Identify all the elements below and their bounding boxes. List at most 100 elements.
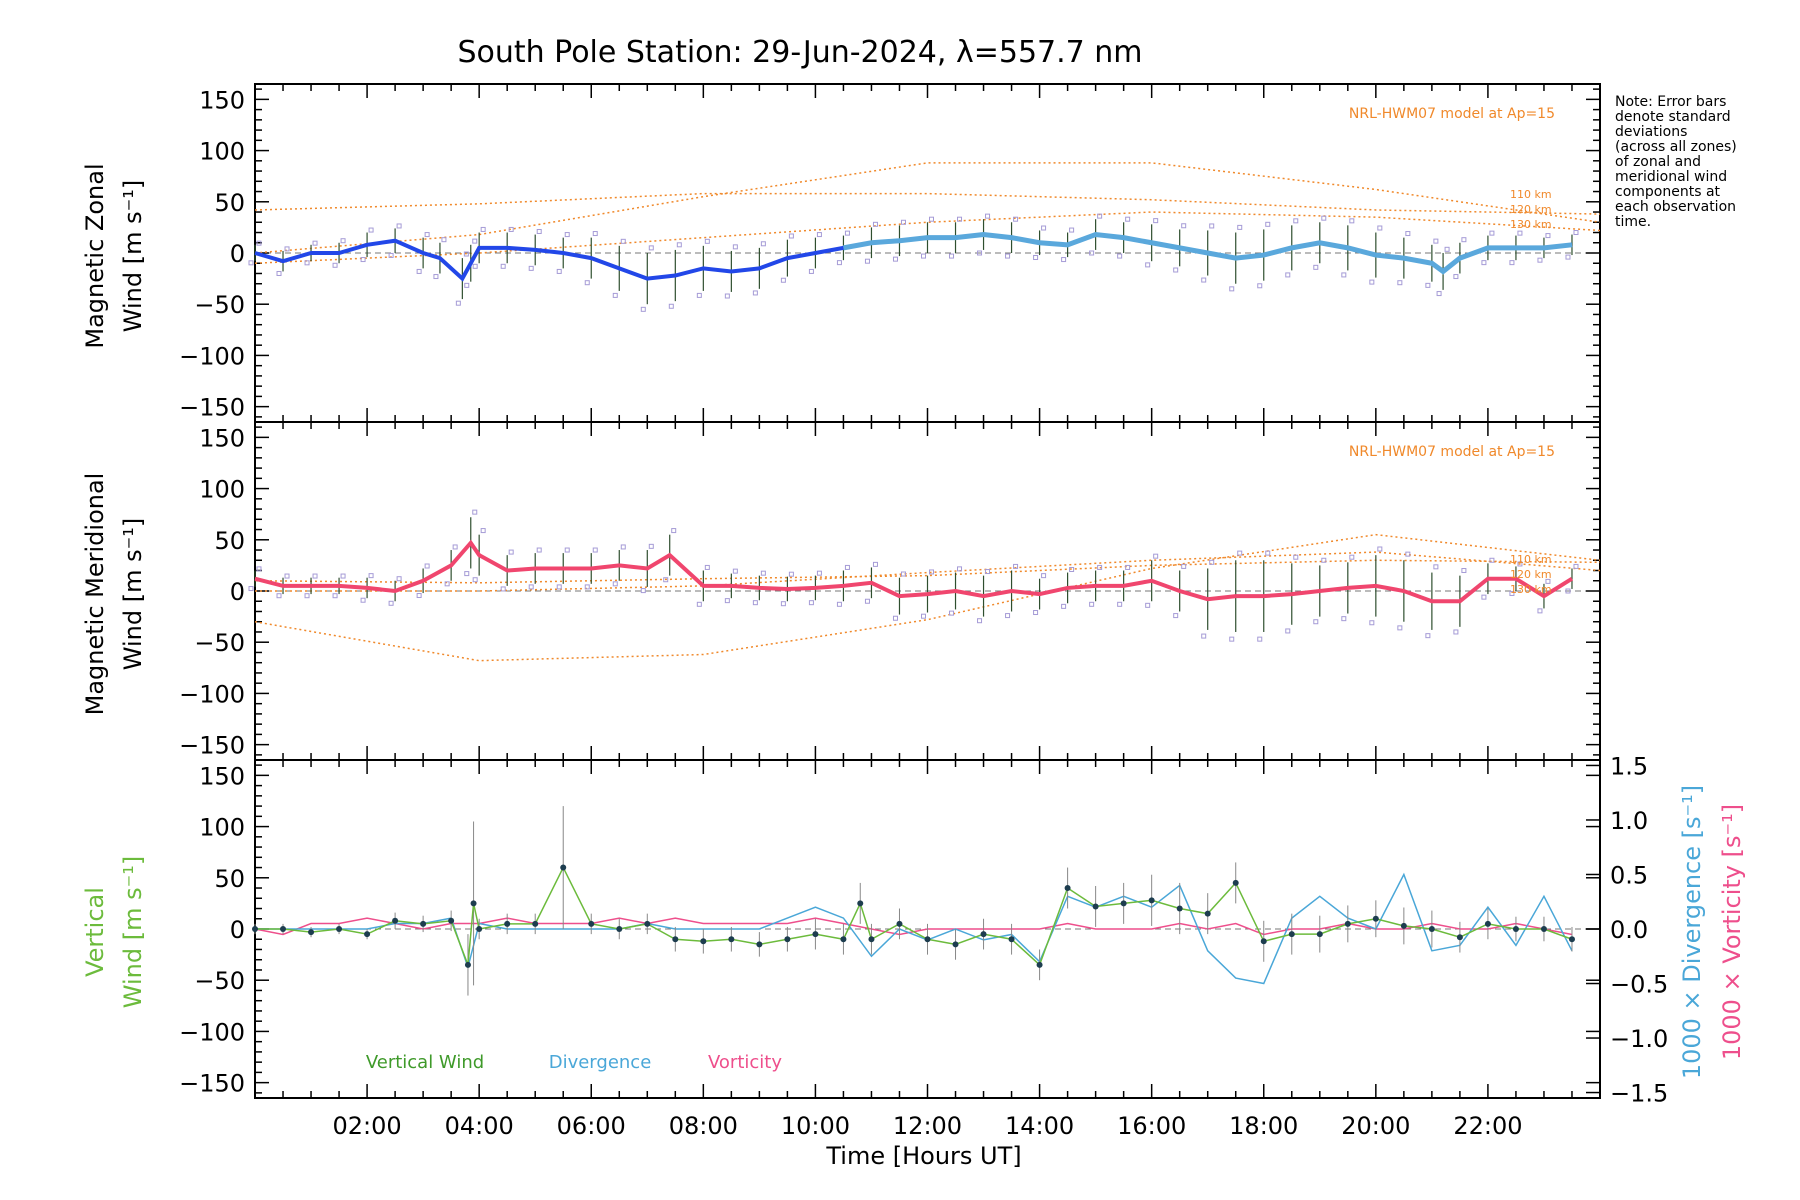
zone-sample	[1257, 636, 1263, 642]
vertical-wind-point	[504, 920, 511, 927]
zone-sample	[1257, 283, 1263, 289]
zone-sample	[472, 263, 478, 269]
y2-tick-label: 1.5	[1610, 752, 1648, 780]
panels: 150100500−50−100−150150100500−50−100−150…	[179, 83, 1668, 1140]
zone-sample	[1461, 237, 1467, 243]
zone-sample	[1377, 225, 1383, 231]
zonal-wind-line-dense	[842, 232, 1573, 275]
vertical-wind-point	[392, 917, 399, 924]
vertical-wind-point	[364, 931, 371, 938]
zone-sample	[1321, 215, 1327, 221]
zone-sample	[1489, 557, 1495, 563]
zone-sample	[472, 577, 478, 583]
zone-sample	[1265, 550, 1271, 556]
zone-sample	[864, 258, 870, 264]
zone-sample	[256, 566, 262, 572]
vertical-wind-point	[1204, 910, 1211, 917]
vertical-wind-point	[644, 920, 651, 927]
ylabel-vertical-1: Vertical	[81, 887, 109, 977]
zone-sample	[1097, 564, 1103, 570]
vertical-wind-point	[1316, 931, 1323, 938]
zone-sample	[929, 216, 934, 222]
zone-sample	[480, 226, 486, 232]
zone-sample	[1545, 578, 1551, 584]
vertical-wind-point	[280, 926, 287, 932]
y-tick-label: 100	[199, 138, 245, 166]
y2-tick-label: −0.5	[1610, 971, 1668, 999]
ylabel-meridional-2: Wind [m s⁻¹]	[119, 518, 147, 670]
zone-sample	[536, 547, 542, 553]
zone-sample	[1313, 619, 1319, 625]
y-tick-label: 100	[199, 476, 245, 504]
model-label-zonal: NRL-HWM07 model at Ap=15	[1349, 106, 1555, 122]
y-tick-label: 0	[230, 578, 245, 606]
zone-sample	[704, 564, 710, 570]
zone-sample	[1285, 628, 1291, 634]
zone-sample	[1181, 223, 1187, 229]
zone-sample	[396, 223, 402, 229]
zone-sample	[1293, 554, 1299, 560]
zone-sample	[640, 588, 646, 594]
zone-sample	[1069, 227, 1075, 233]
y-tick-label: 100	[199, 814, 245, 842]
zone-sample	[780, 601, 786, 607]
zone-sample	[424, 232, 430, 238]
x-tick-label: 02:00	[332, 1112, 401, 1140]
zone-sample	[248, 586, 254, 592]
zone-sample	[929, 569, 934, 575]
zone-sample	[1565, 588, 1571, 594]
zone-sample	[985, 213, 991, 219]
ylabel-zonal-1: Magnetic Zonal	[81, 163, 109, 348]
model-curve-110km	[254, 192, 1601, 215]
vertical-wind-point	[1372, 915, 1379, 922]
zone-sample	[452, 544, 458, 550]
note-line: meridional wind	[1615, 169, 1727, 185]
zone-sample	[368, 573, 374, 579]
zone-sample	[648, 245, 654, 251]
legend-divergence: Divergence	[549, 1052, 652, 1073]
vertical-wind-point	[1456, 934, 1463, 941]
zone-sample	[368, 227, 374, 233]
vertical-wind-point	[756, 941, 763, 948]
vertical-wind-point	[1344, 920, 1351, 927]
zone-sample	[872, 561, 878, 567]
note-line: each observation	[1615, 199, 1736, 215]
meridional-wind-line	[254, 539, 1574, 604]
zone-sample	[872, 221, 878, 227]
zone-sample	[1565, 254, 1571, 260]
zone-sample	[388, 600, 394, 606]
x-tick-label: 10:00	[781, 1112, 850, 1140]
zone-sample	[1265, 221, 1271, 227]
zone-sample	[1089, 601, 1095, 607]
model-curve-120km	[254, 533, 1601, 662]
y2-tick-label: 1.0	[1610, 807, 1648, 835]
vertical-wind-point	[1288, 931, 1295, 938]
zone-sample	[663, 577, 669, 583]
zone-sample	[584, 584, 590, 590]
vertical-wind-point	[1512, 926, 1519, 932]
vertical-wind-point	[980, 931, 987, 938]
zone-sample	[612, 292, 618, 298]
zone-sample	[441, 237, 447, 243]
zone-sample	[957, 566, 963, 572]
zone-sample	[480, 528, 486, 534]
vertical-wind-point	[1120, 900, 1127, 907]
panel-vertical: 150 100 50 0 −50 −100 −150 1.5 1.0 0.5 0.0 −0.5 −1.0…	[179, 752, 1668, 1140]
vertical-wind-point	[784, 936, 791, 943]
zone-sample	[780, 277, 786, 283]
vertical-wind-point	[464, 961, 471, 968]
zone-sample	[464, 282, 470, 288]
zone-sample	[455, 300, 461, 306]
zone-sample	[1425, 282, 1431, 288]
zone-sample	[1237, 224, 1243, 230]
zone-sample	[900, 571, 906, 577]
zone-sample	[1013, 216, 1019, 222]
vertical-wind-point	[616, 926, 623, 932]
zone-sample	[864, 598, 870, 604]
y-tick-label: 150	[199, 424, 245, 452]
zone-sample	[1436, 291, 1442, 297]
vertical-wind-point	[1064, 885, 1071, 892]
zone-sample	[816, 232, 822, 238]
zone-sample	[1545, 233, 1551, 239]
vertical-wind-point	[448, 917, 455, 924]
